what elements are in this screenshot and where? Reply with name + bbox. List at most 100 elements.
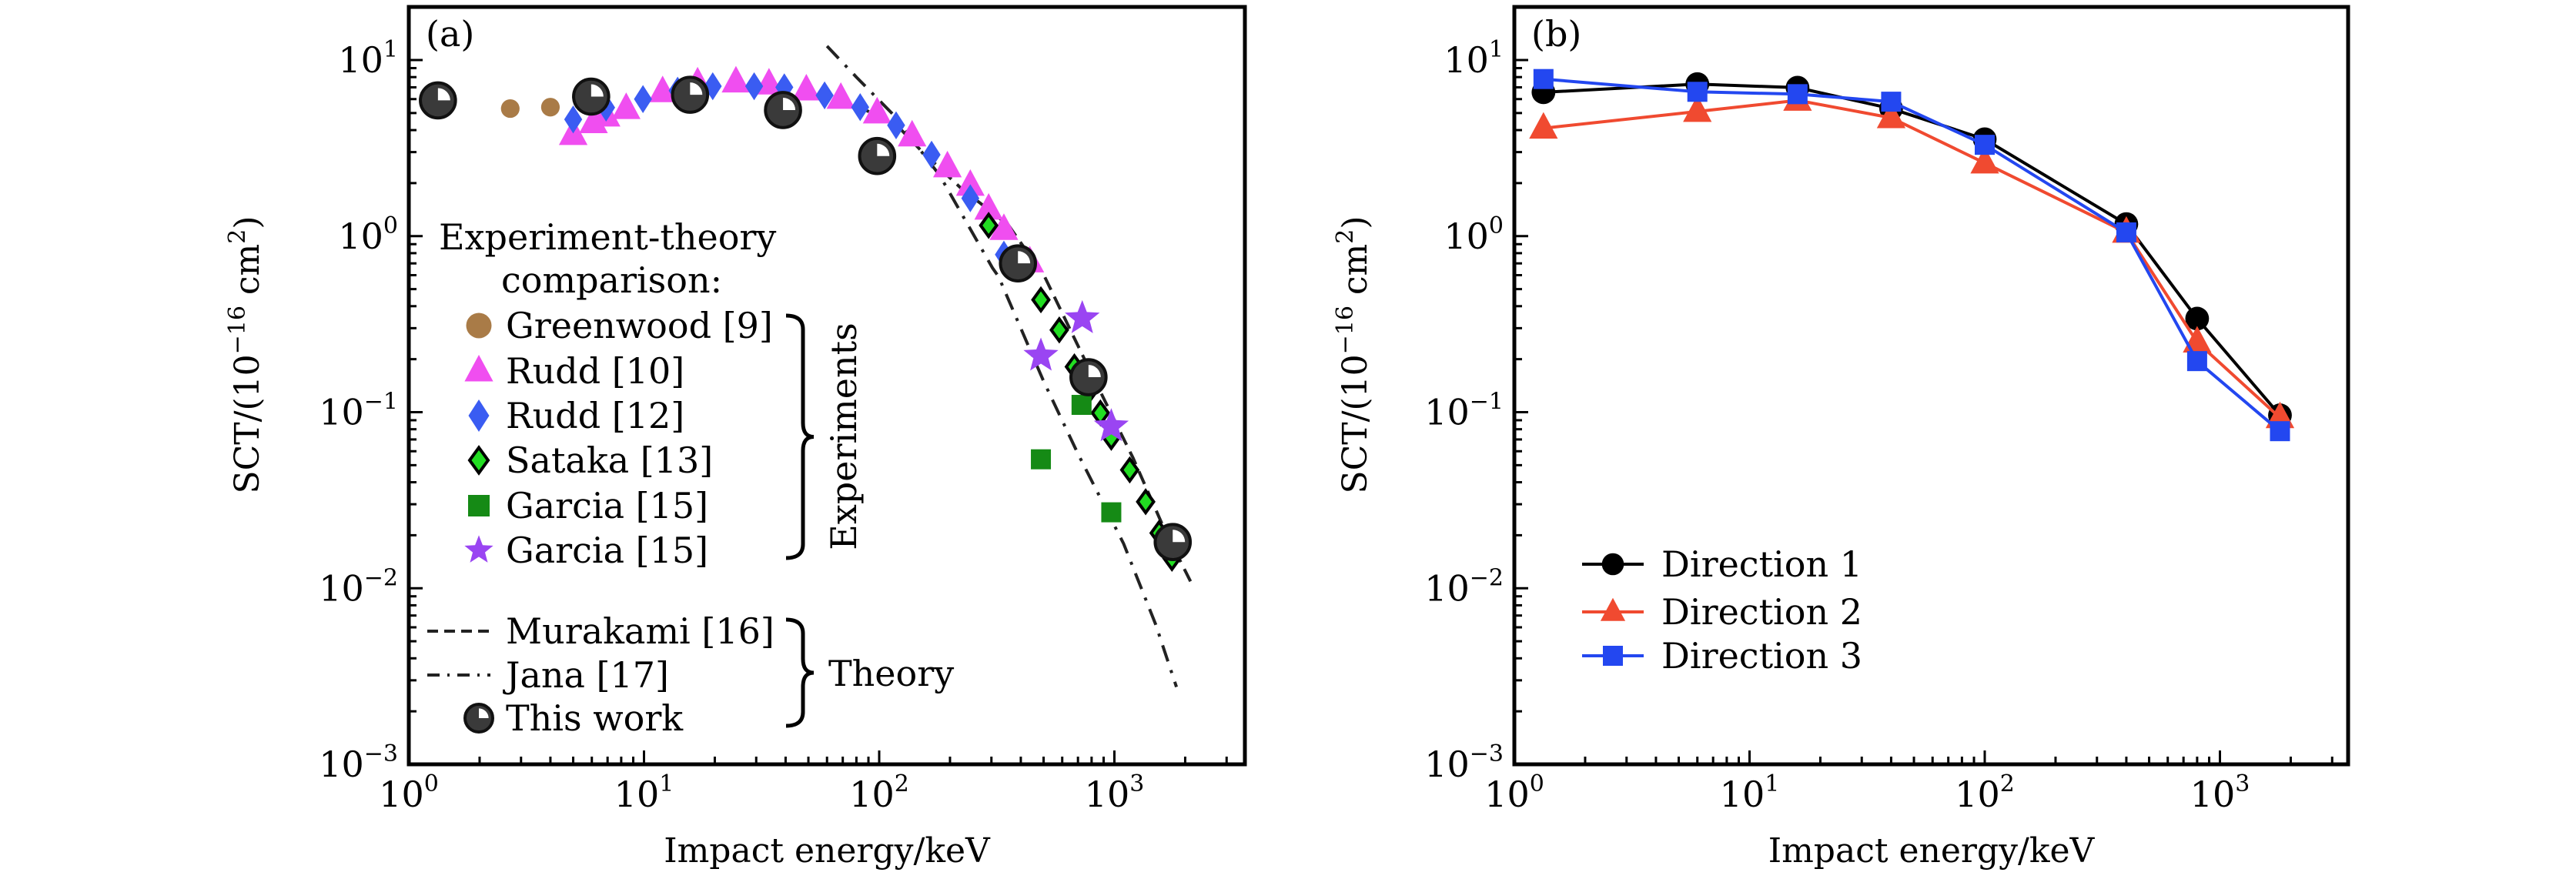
data-point bbox=[1065, 299, 1100, 333]
y-tick-label-base: 10 bbox=[1444, 39, 1489, 81]
data-point bbox=[1975, 135, 1995, 155]
x-axis-title: Impact energy/keV bbox=[664, 831, 991, 871]
ball-highlight bbox=[479, 708, 489, 718]
legend-title-line2: comparison: bbox=[501, 259, 722, 301]
data-point bbox=[1876, 102, 1906, 129]
x-tick-label: 101 bbox=[1720, 770, 1780, 815]
y-tick-label-exp: −1 bbox=[1470, 389, 1504, 416]
y-tick-label-exp: 1 bbox=[1489, 36, 1504, 63]
experiments-brace bbox=[785, 313, 815, 560]
y-axis-title-main: SCT/(10 bbox=[1336, 354, 1375, 493]
x-tick-label-base: 10 bbox=[2190, 774, 2236, 815]
y-tick-label: 10−3 bbox=[319, 740, 398, 785]
data-point bbox=[704, 72, 722, 101]
data-point bbox=[1683, 95, 1712, 122]
legend-marker bbox=[1601, 553, 1624, 576]
legend-marker bbox=[467, 445, 490, 476]
data-point bbox=[862, 96, 892, 124]
data-point bbox=[955, 169, 985, 196]
y-tick-label: 10−1 bbox=[319, 389, 398, 433]
plot-area bbox=[419, 45, 1195, 688]
data-point bbox=[579, 106, 608, 134]
data-point bbox=[887, 111, 905, 139]
legend-item: Murakami [16] bbox=[427, 610, 774, 652]
series-1 bbox=[558, 65, 1045, 272]
x-tick-label: 102 bbox=[849, 770, 909, 815]
x-tick-label: 102 bbox=[1955, 770, 2015, 815]
legend-item: Direction 1 bbox=[1582, 543, 1862, 585]
legend-label: Murakami [16] bbox=[506, 610, 774, 652]
data-point bbox=[1153, 523, 1193, 562]
data-point bbox=[500, 99, 520, 119]
data-point bbox=[1881, 92, 1902, 112]
x-axis-title: Impact energy/keV bbox=[1768, 831, 2096, 871]
y-tick-label-exp: 0 bbox=[1489, 212, 1504, 239]
legend-marker bbox=[1603, 646, 1623, 666]
data-point bbox=[2270, 421, 2290, 442]
data-point bbox=[989, 213, 1019, 240]
x-tick-label-base: 10 bbox=[849, 774, 895, 815]
y-axis-title: SCT/(10−16 cm2) bbox=[1332, 216, 1375, 493]
data-point bbox=[721, 65, 751, 93]
y-tick-label-exp: −3 bbox=[364, 740, 398, 767]
x-tick-label-exp: 0 bbox=[1530, 770, 1544, 797]
data-point bbox=[979, 212, 999, 239]
series-direction-1 bbox=[1531, 72, 2292, 427]
x-tick-label-exp: 3 bbox=[1129, 770, 1144, 797]
y-tick-label-base: 10 bbox=[1424, 744, 1470, 785]
data-point bbox=[611, 92, 641, 119]
y-axis-title: SCT/(10−16 cm2) bbox=[224, 216, 267, 493]
y-tick-label: 10−1 bbox=[1424, 389, 1504, 433]
y-tick-label: 10−3 bbox=[1424, 740, 1504, 785]
legend-item: Direction 3 bbox=[1582, 635, 1862, 677]
y-axis-title-close: ) bbox=[1336, 216, 1375, 229]
series-8 bbox=[419, 75, 1193, 562]
data-point bbox=[540, 98, 560, 117]
legend-item: Garcia [15] bbox=[468, 485, 708, 526]
data-point bbox=[1687, 82, 1708, 102]
data-point bbox=[974, 192, 1003, 220]
ball-highlight bbox=[1018, 251, 1031, 264]
legend-label: Sataka [13] bbox=[506, 440, 713, 481]
y-tick-label: 100 bbox=[338, 212, 398, 257]
y-tick-label: 100 bbox=[1444, 212, 1504, 257]
legend-label: Greenwood [9] bbox=[506, 305, 773, 346]
data-point bbox=[999, 244, 1038, 282]
y-tick-label-exp: −3 bbox=[1470, 740, 1504, 767]
series-3 bbox=[979, 212, 1183, 573]
data-point bbox=[648, 75, 677, 102]
x-tick-label: 100 bbox=[379, 770, 439, 815]
ball-highlight bbox=[783, 98, 796, 110]
legend-marker bbox=[468, 399, 490, 432]
series-line bbox=[1543, 82, 2282, 416]
data-point bbox=[851, 93, 869, 122]
legend-marker bbox=[466, 312, 492, 339]
y-tick-label-exp: −1 bbox=[364, 389, 398, 416]
legend-label: Garcia [15] bbox=[506, 530, 708, 571]
data-point bbox=[671, 75, 710, 114]
legend-marker bbox=[1600, 597, 1626, 621]
y-tick-label-base: 10 bbox=[319, 392, 364, 433]
y-tick-label: 101 bbox=[1444, 36, 1504, 81]
data-point bbox=[2186, 351, 2207, 372]
x-tick-label: 103 bbox=[2190, 770, 2250, 815]
y-tick-label: 10−2 bbox=[1424, 564, 1504, 609]
y-tick-label-base: 10 bbox=[1424, 567, 1470, 609]
legend-item: Garcia [15] bbox=[464, 530, 708, 571]
data-point bbox=[572, 77, 611, 116]
series-5 bbox=[1023, 299, 1129, 442]
data-point bbox=[791, 74, 821, 101]
data-point bbox=[1787, 84, 1808, 105]
data-point bbox=[1101, 502, 1122, 523]
legend-item: Direction 2 bbox=[1582, 591, 1862, 633]
data-point bbox=[1071, 395, 1092, 416]
data-point bbox=[419, 81, 457, 120]
legend-label: Direction 1 bbox=[1661, 543, 1862, 585]
y-tick-label-base: 10 bbox=[338, 216, 383, 257]
y-tick-label-base: 10 bbox=[1424, 392, 1470, 433]
legend-marker bbox=[468, 495, 490, 516]
y-tick-label-exp: −2 bbox=[364, 564, 398, 591]
experiments-group-label: Experiments bbox=[823, 323, 865, 550]
